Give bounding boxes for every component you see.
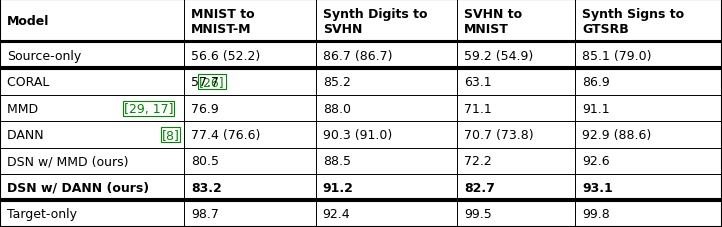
Text: Synth Signs to
GTSRB: Synth Signs to GTSRB bbox=[582, 7, 684, 35]
Text: 63.1: 63.1 bbox=[464, 76, 492, 89]
Text: SVHN to
MNIST: SVHN to MNIST bbox=[464, 7, 523, 35]
Bar bbox=[184, 148, 316, 174]
Bar bbox=[316, 148, 457, 174]
Text: DANN: DANN bbox=[7, 128, 48, 141]
Text: 92.6: 92.6 bbox=[582, 155, 609, 168]
Text: 71.1: 71.1 bbox=[464, 102, 492, 115]
Bar bbox=[575, 122, 722, 148]
Text: 72.2: 72.2 bbox=[464, 155, 492, 168]
Bar bbox=[575, 69, 722, 96]
Text: Model: Model bbox=[7, 15, 50, 28]
Text: 59.2 (54.9): 59.2 (54.9) bbox=[464, 50, 534, 63]
Bar bbox=[0, 0, 184, 43]
Bar bbox=[184, 174, 316, 201]
Text: 83.2: 83.2 bbox=[191, 181, 222, 194]
Text: Target-only: Target-only bbox=[7, 207, 77, 220]
Bar bbox=[184, 201, 316, 227]
Bar bbox=[0, 201, 184, 227]
Bar bbox=[316, 201, 457, 227]
Text: 82.7: 82.7 bbox=[464, 181, 495, 194]
Text: 93.1: 93.1 bbox=[582, 181, 613, 194]
Bar bbox=[457, 122, 575, 148]
Bar bbox=[575, 0, 722, 43]
Text: 85.1 (79.0): 85.1 (79.0) bbox=[582, 50, 651, 63]
Bar bbox=[575, 43, 722, 69]
Bar bbox=[316, 174, 457, 201]
Bar bbox=[575, 96, 722, 122]
Text: [8]: [8] bbox=[162, 128, 180, 141]
Text: 98.7: 98.7 bbox=[191, 207, 219, 220]
Text: MNIST to
MNIST-M: MNIST to MNIST-M bbox=[191, 7, 255, 35]
Text: 92.4: 92.4 bbox=[323, 207, 350, 220]
Bar bbox=[0, 148, 184, 174]
Bar bbox=[0, 43, 184, 69]
Text: 88.0: 88.0 bbox=[323, 102, 351, 115]
Text: 91.2: 91.2 bbox=[323, 181, 354, 194]
Text: CORAL: CORAL bbox=[7, 76, 53, 89]
Text: Source-only: Source-only bbox=[7, 50, 82, 63]
Bar bbox=[0, 122, 184, 148]
Bar bbox=[0, 96, 184, 122]
Bar bbox=[316, 96, 457, 122]
Bar bbox=[457, 69, 575, 96]
Text: 56.6 (52.2): 56.6 (52.2) bbox=[191, 50, 261, 63]
Bar bbox=[575, 148, 722, 174]
Text: [29, 17]: [29, 17] bbox=[124, 102, 173, 115]
Bar bbox=[457, 96, 575, 122]
Text: 77.4 (76.6): 77.4 (76.6) bbox=[191, 128, 261, 141]
Bar bbox=[575, 174, 722, 201]
Bar bbox=[457, 201, 575, 227]
Bar bbox=[316, 122, 457, 148]
Bar bbox=[457, 43, 575, 69]
Text: 88.5: 88.5 bbox=[323, 155, 351, 168]
Text: 90.3 (91.0): 90.3 (91.0) bbox=[323, 128, 392, 141]
Bar bbox=[0, 69, 184, 96]
Bar bbox=[184, 69, 316, 96]
Bar bbox=[457, 148, 575, 174]
Text: 91.1: 91.1 bbox=[582, 102, 609, 115]
Text: DSN w/ MMD (ours): DSN w/ MMD (ours) bbox=[7, 155, 129, 168]
Bar bbox=[0, 174, 184, 201]
Text: 85.2: 85.2 bbox=[323, 76, 351, 89]
Text: DSN w/ DANN (ours): DSN w/ DANN (ours) bbox=[7, 181, 149, 194]
Text: 86.7 (86.7): 86.7 (86.7) bbox=[323, 50, 392, 63]
Text: 99.8: 99.8 bbox=[582, 207, 609, 220]
Bar bbox=[184, 0, 316, 43]
Bar bbox=[316, 43, 457, 69]
Text: 70.7 (73.8): 70.7 (73.8) bbox=[464, 128, 534, 141]
Text: 57.7: 57.7 bbox=[191, 76, 219, 89]
Text: MMD: MMD bbox=[7, 102, 43, 115]
Text: Synth Digits to
SVHN: Synth Digits to SVHN bbox=[323, 7, 427, 35]
Bar bbox=[184, 122, 316, 148]
Bar bbox=[575, 201, 722, 227]
Text: 80.5: 80.5 bbox=[191, 155, 219, 168]
Text: 99.5: 99.5 bbox=[464, 207, 492, 220]
Bar bbox=[457, 174, 575, 201]
Text: 76.9: 76.9 bbox=[191, 102, 219, 115]
Bar bbox=[316, 0, 457, 43]
Bar bbox=[184, 96, 316, 122]
Text: 92.9 (88.6): 92.9 (88.6) bbox=[582, 128, 651, 141]
Bar bbox=[184, 43, 316, 69]
Text: 86.9: 86.9 bbox=[582, 76, 609, 89]
Bar bbox=[457, 0, 575, 43]
Text: [26]: [26] bbox=[199, 76, 225, 89]
Bar bbox=[316, 69, 457, 96]
